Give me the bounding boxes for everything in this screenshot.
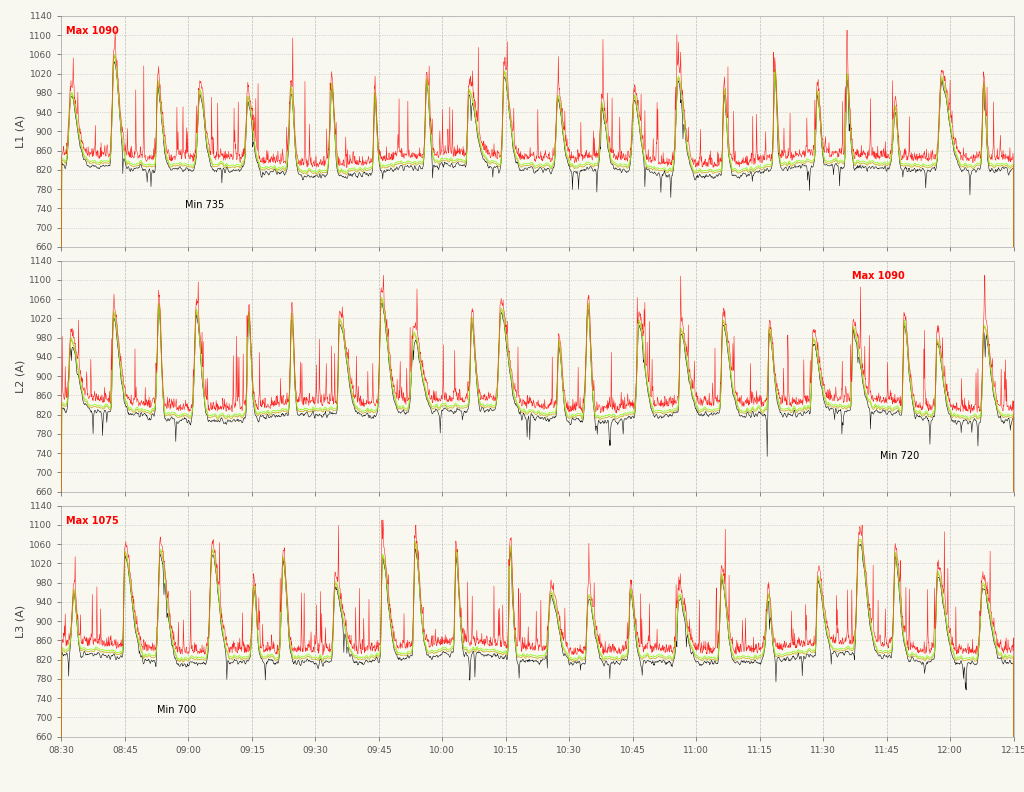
Text: Min 735: Min 735 — [185, 200, 224, 210]
Text: Min 700: Min 700 — [157, 706, 196, 715]
Y-axis label: L3 (A): L3 (A) — [15, 604, 26, 638]
Text: Max 1075: Max 1075 — [67, 516, 119, 526]
Y-axis label: L2 (A): L2 (A) — [15, 360, 26, 393]
Y-axis label: L1 (A): L1 (A) — [15, 115, 26, 148]
Text: Max 1090: Max 1090 — [67, 26, 119, 36]
Text: Min 720: Min 720 — [881, 451, 920, 462]
Text: Max 1090: Max 1090 — [852, 271, 904, 281]
